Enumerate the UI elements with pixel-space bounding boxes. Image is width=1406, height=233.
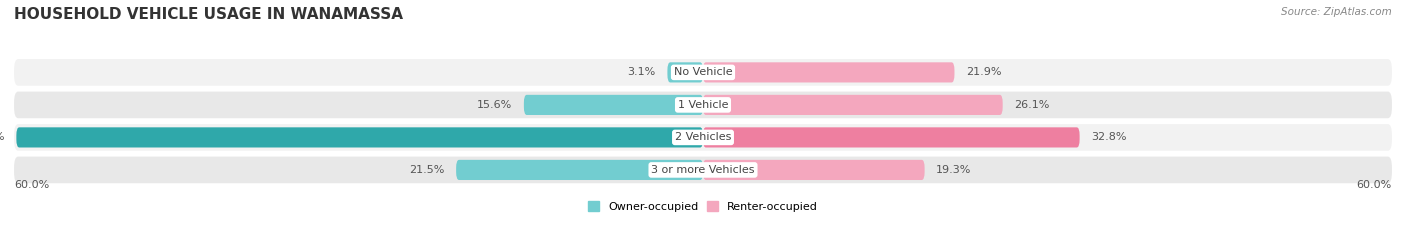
- Text: 59.8%: 59.8%: [0, 132, 4, 142]
- Text: 21.9%: 21.9%: [966, 67, 1001, 77]
- FancyBboxPatch shape: [17, 127, 703, 147]
- FancyBboxPatch shape: [14, 124, 1392, 151]
- Text: 60.0%: 60.0%: [14, 180, 49, 190]
- Text: HOUSEHOLD VEHICLE USAGE IN WANAMASSA: HOUSEHOLD VEHICLE USAGE IN WANAMASSA: [14, 7, 404, 22]
- Text: Source: ZipAtlas.com: Source: ZipAtlas.com: [1281, 7, 1392, 17]
- FancyBboxPatch shape: [703, 95, 1002, 115]
- Text: 21.5%: 21.5%: [409, 165, 444, 175]
- Text: 15.6%: 15.6%: [477, 100, 512, 110]
- Text: 1 Vehicle: 1 Vehicle: [678, 100, 728, 110]
- FancyBboxPatch shape: [456, 160, 703, 180]
- Text: 26.1%: 26.1%: [1014, 100, 1049, 110]
- Text: 32.8%: 32.8%: [1091, 132, 1126, 142]
- Text: 3 or more Vehicles: 3 or more Vehicles: [651, 165, 755, 175]
- FancyBboxPatch shape: [524, 95, 703, 115]
- Text: 60.0%: 60.0%: [1357, 180, 1392, 190]
- FancyBboxPatch shape: [703, 62, 955, 82]
- FancyBboxPatch shape: [14, 157, 1392, 183]
- Text: 2 Vehicles: 2 Vehicles: [675, 132, 731, 142]
- FancyBboxPatch shape: [14, 92, 1392, 118]
- FancyBboxPatch shape: [14, 59, 1392, 86]
- FancyBboxPatch shape: [668, 62, 703, 82]
- Text: No Vehicle: No Vehicle: [673, 67, 733, 77]
- Text: 19.3%: 19.3%: [936, 165, 972, 175]
- Text: 3.1%: 3.1%: [627, 67, 657, 77]
- FancyBboxPatch shape: [703, 127, 1080, 147]
- FancyBboxPatch shape: [703, 160, 925, 180]
- Legend: Owner-occupied, Renter-occupied: Owner-occupied, Renter-occupied: [583, 197, 823, 216]
